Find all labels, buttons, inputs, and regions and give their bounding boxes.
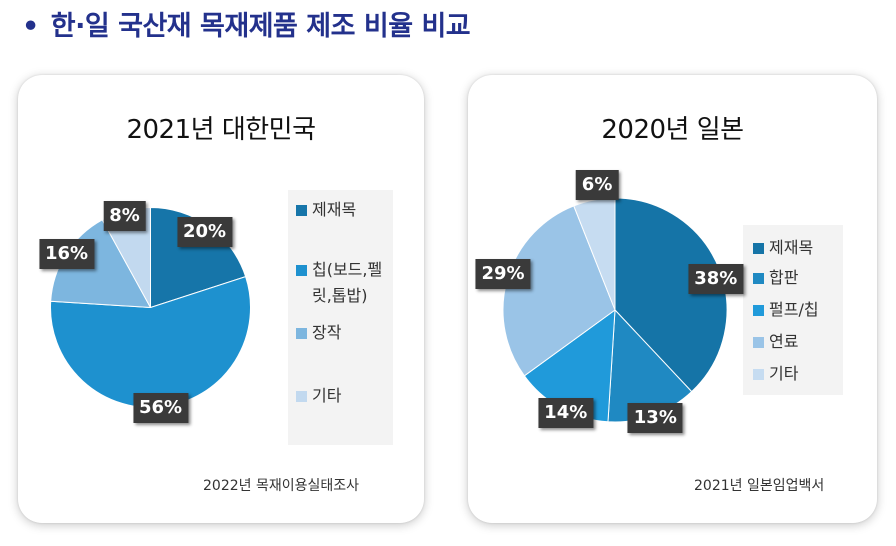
- legend-swatch: [753, 273, 764, 284]
- data-label-korea-1: 20%: [176, 216, 233, 247]
- page-title: • 한·일 국산재 목재제품 제조 비율 비교: [22, 4, 471, 43]
- data-label-japan-3: 14%: [538, 398, 594, 429]
- data-label-korea-2: 56%: [132, 392, 189, 423]
- legend-label: 릿,톱밥): [312, 286, 368, 305]
- data-label-japan-4: 29%: [475, 259, 531, 290]
- source-note-korea: 2022년 목재이용실태조사: [203, 478, 359, 494]
- data-label-japan-1: 38%: [688, 263, 744, 294]
- legend-label: 합판: [769, 268, 799, 287]
- legend-label: 제재목: [312, 200, 357, 219]
- title-bullet: •: [22, 11, 39, 42]
- legend-korea: [288, 190, 393, 445]
- data-label-japan-2: 13%: [627, 402, 683, 433]
- legend-swatch: [296, 265, 307, 276]
- legend-swatch: [753, 369, 764, 380]
- chart-title-korea: 2021년 대한민국: [126, 115, 316, 145]
- legend-label: 장작: [312, 323, 342, 342]
- data-label-japan-5: 6%: [575, 169, 619, 200]
- legend-label: 연료: [769, 332, 799, 351]
- chart-panel-korea: 2021년 대한민국 2022년 목재이용실태조사 20% 제재목 56% 칩(보드,…: [18, 75, 424, 523]
- data-label-korea-3: 16%: [38, 238, 95, 269]
- legend-label: 제재목: [769, 238, 814, 257]
- data-label-korea-4: 8%: [103, 200, 146, 231]
- source-note-japan: 2021년 일본임업백서: [694, 478, 825, 494]
- legend-swatch: [296, 391, 307, 402]
- pie-chart-japan: [502, 197, 728, 423]
- legend-label: 기타: [312, 386, 342, 405]
- legend-label: 기타: [769, 364, 799, 383]
- legend-swatch: [753, 243, 764, 254]
- legend-swatch: [296, 328, 307, 339]
- chart-title-japan: 2020년 일본: [601, 115, 744, 145]
- legend-swatch: [296, 205, 307, 216]
- legend-label: 칩(보드,펠: [312, 260, 383, 279]
- legend-swatch: [753, 305, 764, 316]
- legend-label: 펄프/칩: [769, 300, 819, 319]
- legend-swatch: [753, 337, 764, 348]
- title-text: 한·일 국산재 목재제품 제조 비율 비교: [50, 11, 471, 42]
- chart-panel-japan: 2020년 일본 2021년 일본임업백서 38% 제재목 13% 합판 14% 펄프/칩…: [468, 75, 877, 523]
